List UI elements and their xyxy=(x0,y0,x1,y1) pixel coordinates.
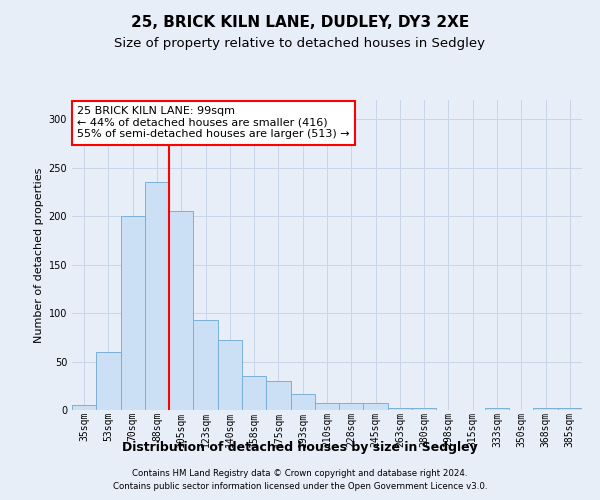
Bar xyxy=(72,405,96,410)
Bar xyxy=(242,376,266,410)
Bar xyxy=(364,403,388,410)
Text: 25, BRICK KILN LANE, DUDLEY, DY3 2XE: 25, BRICK KILN LANE, DUDLEY, DY3 2XE xyxy=(131,15,469,30)
Bar xyxy=(121,216,145,410)
Bar xyxy=(169,212,193,410)
Text: Size of property relative to detached houses in Sedgley: Size of property relative to detached ho… xyxy=(115,38,485,51)
Bar xyxy=(412,408,436,410)
Bar xyxy=(290,394,315,410)
Bar xyxy=(558,408,582,410)
Bar xyxy=(218,340,242,410)
Bar xyxy=(96,352,121,410)
Text: Distribution of detached houses by size in Sedgley: Distribution of detached houses by size … xyxy=(122,441,478,454)
Bar xyxy=(339,403,364,410)
Y-axis label: Number of detached properties: Number of detached properties xyxy=(34,168,44,342)
Bar xyxy=(315,403,339,410)
Text: Contains public sector information licensed under the Open Government Licence v3: Contains public sector information licen… xyxy=(113,482,487,491)
Bar xyxy=(388,408,412,410)
Text: 25 BRICK KILN LANE: 99sqm
← 44% of detached houses are smaller (416)
55% of semi: 25 BRICK KILN LANE: 99sqm ← 44% of detac… xyxy=(77,106,350,140)
Bar xyxy=(266,381,290,410)
Bar xyxy=(145,182,169,410)
Bar xyxy=(485,408,509,410)
Text: Contains HM Land Registry data © Crown copyright and database right 2024.: Contains HM Land Registry data © Crown c… xyxy=(132,468,468,477)
Bar xyxy=(193,320,218,410)
Bar xyxy=(533,408,558,410)
